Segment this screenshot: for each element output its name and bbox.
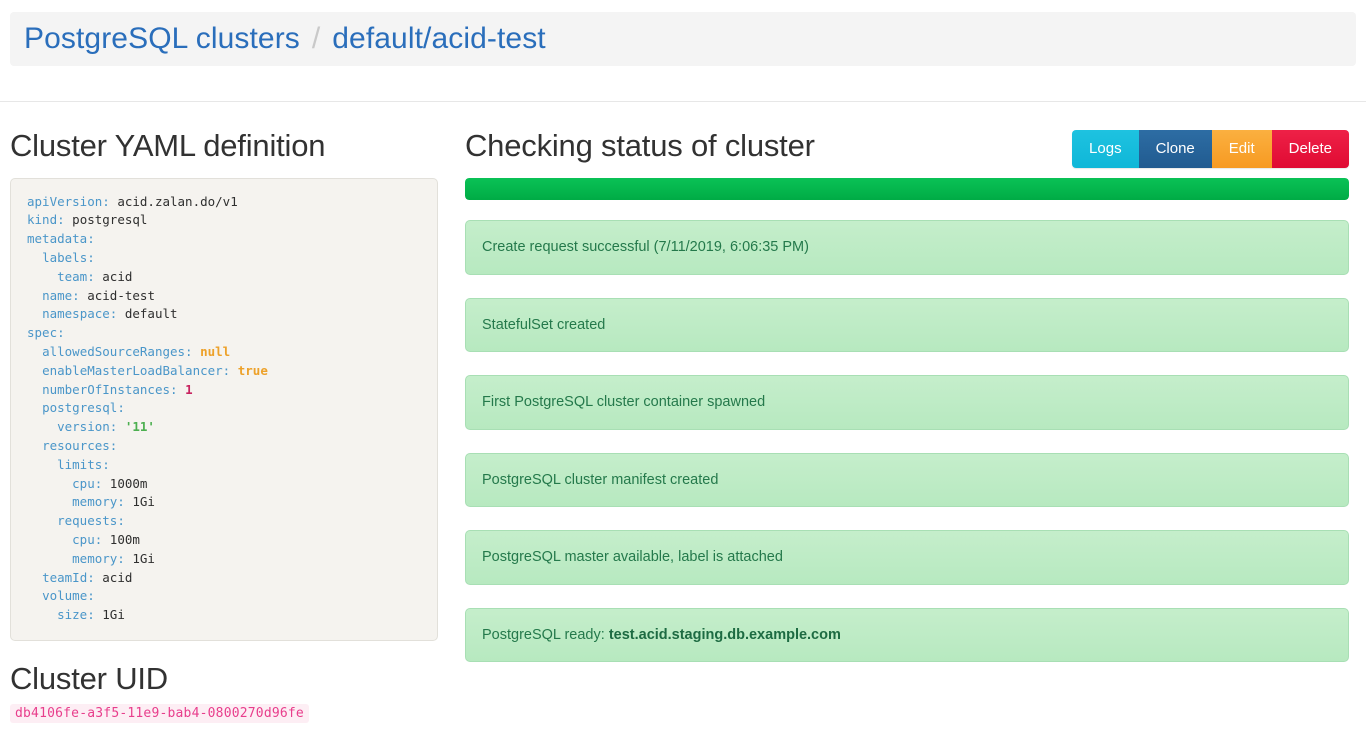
status-alert-text: StatefulSet created bbox=[482, 316, 606, 333]
yaml-value-enablemasterloadbalancer: true bbox=[237, 362, 268, 378]
status-alert: First PostgreSQL cluster container spawn… bbox=[465, 375, 1349, 430]
status-alert: StatefulSet created bbox=[465, 297, 1349, 352]
yaml-key-requests-cpu: cpu: bbox=[72, 531, 103, 547]
status-alert: PostgreSQL ready: test.acid.staging.db.e… bbox=[465, 607, 1349, 662]
yaml-value-requests-memory: 1Gi bbox=[132, 550, 155, 566]
status-alert-text: PostgreSQL cluster manifest created bbox=[482, 471, 719, 488]
header-divider bbox=[0, 101, 1366, 102]
status-alert-text: PostgreSQL ready: bbox=[482, 626, 609, 643]
delete-button[interactable]: Delete bbox=[1271, 130, 1349, 168]
yaml-value-version: '11' bbox=[124, 419, 155, 435]
yaml-value-limits-memory: 1Gi bbox=[132, 494, 155, 510]
yaml-value-numberofinstances: 1 bbox=[185, 381, 193, 397]
yaml-key-namespace: namespace: bbox=[42, 306, 118, 322]
yaml-definition-card: apiVersion: acid.zalan.do/v1 kind: postg… bbox=[10, 177, 438, 641]
yaml-value-teamid: acid bbox=[102, 569, 133, 585]
status-header: Checking status of cluster Logs Clone Ed… bbox=[465, 128, 1349, 172]
yaml-key-resources: resources: bbox=[42, 438, 118, 453]
breadcrumb: PostgreSQL clusters / default/acid-test bbox=[10, 12, 1356, 66]
breadcrumb-separator: / bbox=[311, 22, 321, 55]
yaml-key-version: version: bbox=[57, 419, 118, 435]
yaml-value-namespace: default bbox=[124, 306, 178, 322]
status-alert: PostgreSQL cluster manifest created bbox=[465, 452, 1349, 507]
yaml-key-postgresql: postgresql: bbox=[42, 400, 125, 416]
yaml-value-team: acid bbox=[102, 268, 133, 284]
status-alert: PostgreSQL master available, label is at… bbox=[465, 530, 1349, 585]
yaml-code-block: apiVersion: acid.zalan.do/v1 kind: postg… bbox=[27, 193, 421, 625]
page-title-status: Checking status of cluster bbox=[465, 128, 815, 163]
yaml-key-apiversion: apiVersion: bbox=[27, 193, 110, 209]
cluster-progress-bar bbox=[465, 178, 1349, 200]
status-message-list: Create request successful (7/11/2019, 6:… bbox=[465, 220, 1349, 662]
breadcrumb-link-clusters[interactable]: PostgreSQL clusters bbox=[24, 22, 300, 55]
yaml-key-limits-cpu: cpu: bbox=[72, 475, 103, 491]
cluster-uid-value: db4106fe-a3f5-11e9-bab4-0800270d96fe bbox=[10, 704, 309, 724]
yaml-value-limits-cpu: 1000m bbox=[109, 475, 148, 491]
yaml-value-kind: postgresql bbox=[72, 212, 148, 228]
yaml-key-allowedsourceranges: allowedSourceRanges: bbox=[42, 344, 193, 360]
yaml-key-team: team: bbox=[57, 268, 95, 284]
yaml-key-numberofinstances: numberOfInstances: bbox=[42, 381, 178, 397]
yaml-key-kind: kind: bbox=[27, 212, 65, 228]
yaml-key-requests: requests: bbox=[57, 513, 125, 529]
yaml-key-teamid: teamId: bbox=[42, 569, 95, 585]
status-alert-text: Create request successful (7/11/2019, 6:… bbox=[482, 239, 809, 255]
status-alert-bold: test.acid.staging.db.example.com bbox=[608, 626, 841, 643]
yaml-key-volume: volume: bbox=[42, 588, 95, 604]
yaml-key-limits: limits: bbox=[57, 456, 110, 472]
yaml-key-size: size: bbox=[57, 607, 95, 623]
yaml-key-labels: labels: bbox=[42, 250, 95, 266]
yaml-panel: Cluster YAML definition apiVersion: acid… bbox=[10, 128, 438, 724]
status-alert-text: PostgreSQL master available, label is at… bbox=[482, 549, 783, 565]
yaml-value-allowedsourceranges: null bbox=[200, 344, 231, 360]
page-title-cluster-uid: Cluster UID bbox=[10, 660, 168, 696]
yaml-value-requests-cpu: 100m bbox=[109, 531, 140, 547]
yaml-value-name: acid-test bbox=[87, 287, 155, 303]
clone-button[interactable]: Clone bbox=[1138, 130, 1212, 168]
status-panel: Checking status of cluster Logs Clone Ed… bbox=[465, 128, 1349, 685]
logs-button[interactable]: Logs bbox=[1072, 130, 1139, 168]
yaml-key-requests-memory: memory: bbox=[72, 550, 125, 566]
yaml-key-enablemasterloadbalancer: enableMasterLoadBalancer: bbox=[42, 362, 231, 378]
cluster-progress-fill bbox=[465, 178, 1349, 200]
breadcrumb-current-cluster[interactable]: default/acid-test bbox=[332, 22, 546, 55]
cluster-action-button-group: Logs Clone Edit Delete bbox=[1072, 130, 1349, 168]
yaml-key-spec: spec: bbox=[27, 325, 65, 341]
yaml-value-size: 1Gi bbox=[102, 607, 125, 623]
page-title-yaml: Cluster YAML definition bbox=[10, 128, 326, 163]
status-alert-text: First PostgreSQL cluster container spawn… bbox=[482, 394, 766, 410]
yaml-key-limits-memory: memory: bbox=[72, 494, 125, 510]
status-alert: Create request successful (7/11/2019, 6:… bbox=[465, 220, 1349, 275]
yaml-value-apiversion: acid.zalan.do/v1 bbox=[117, 193, 238, 209]
yaml-key-metadata: metadata: bbox=[27, 231, 95, 247]
yaml-key-name: name: bbox=[42, 287, 80, 303]
edit-button[interactable]: Edit bbox=[1211, 130, 1272, 168]
